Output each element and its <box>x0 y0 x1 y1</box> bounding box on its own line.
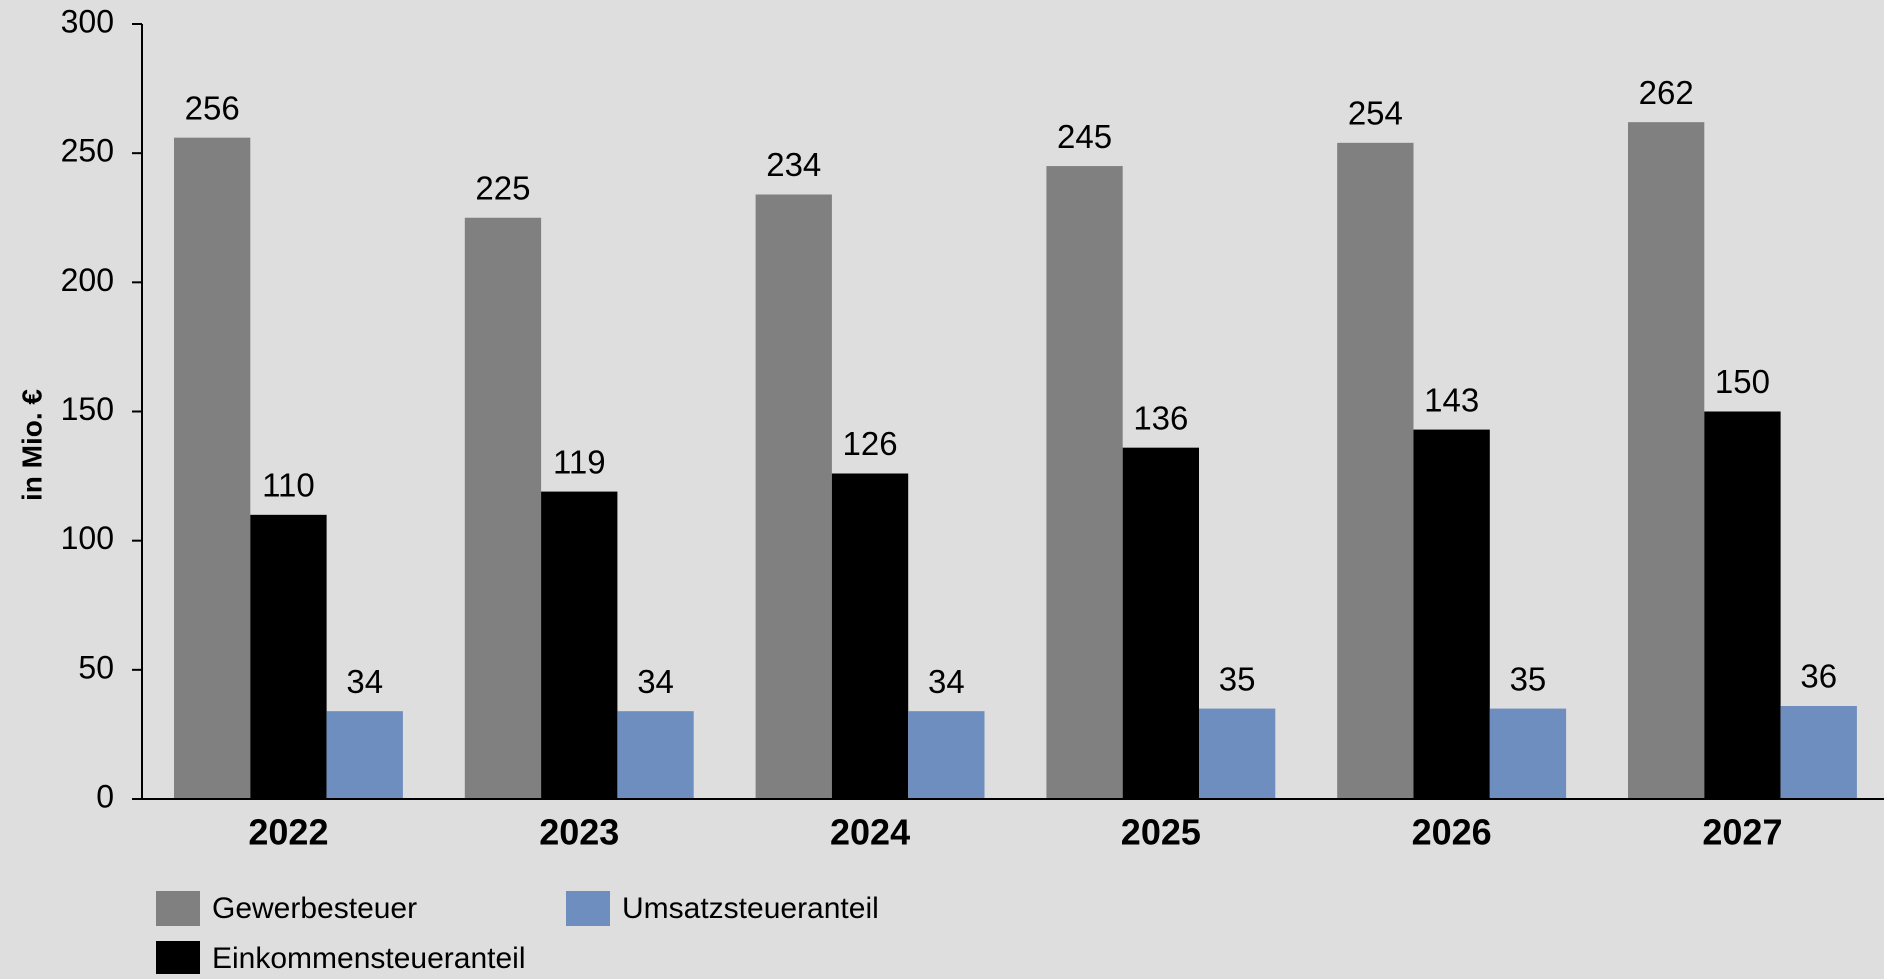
data-label: 34 <box>637 663 674 700</box>
data-label: 143 <box>1424 381 1479 418</box>
bar <box>464 217 542 799</box>
legend-label: Einkommensteueranteil <box>212 942 526 974</box>
legend-label: Gewerbesteuer <box>212 892 417 925</box>
bar <box>908 711 985 799</box>
y-tick-label: 100 <box>61 520 114 556</box>
legend-swatch <box>156 941 200 976</box>
legend-swatch <box>156 891 200 926</box>
bar <box>1413 429 1490 799</box>
data-label: 35 <box>1510 660 1547 697</box>
bar <box>541 491 618 799</box>
y-tick-label: 50 <box>78 649 114 685</box>
bar <box>1337 142 1414 800</box>
data-label: 150 <box>1715 363 1770 400</box>
y-tick-label: 250 <box>61 133 114 169</box>
x-tick-label: 2027 <box>1702 812 1782 853</box>
bar <box>1199 708 1276 799</box>
bar <box>250 514 327 799</box>
bar <box>1628 122 1705 799</box>
data-label: 262 <box>1639 74 1694 111</box>
x-tick-label: 2022 <box>248 812 328 853</box>
bar <box>1704 411 1781 799</box>
bar <box>1046 166 1123 800</box>
data-label: 136 <box>1133 399 1188 436</box>
bar <box>1122 447 1199 799</box>
data-label: 256 <box>185 89 240 126</box>
bar <box>755 194 832 799</box>
data-label: 34 <box>928 663 965 700</box>
y-tick-label: 150 <box>61 391 114 427</box>
data-label: 110 <box>262 467 315 504</box>
y-tick-label: 200 <box>61 262 114 298</box>
data-label: 225 <box>475 169 530 206</box>
bar <box>1780 706 1857 799</box>
data-label: 126 <box>843 425 898 462</box>
bar <box>174 137 251 799</box>
legend-swatch <box>566 891 610 926</box>
data-label: 234 <box>766 146 821 183</box>
y-tick-label: 0 <box>96 778 114 814</box>
bar <box>831 473 909 799</box>
data-label: 35 <box>1219 660 1256 697</box>
x-tick-label: 2025 <box>1121 812 1201 853</box>
data-label: 34 <box>346 663 383 700</box>
y-axis-label: in Mio. € <box>16 389 47 501</box>
x-tick-label: 2023 <box>539 812 619 853</box>
data-label: 36 <box>1800 658 1837 695</box>
y-tick-label: 300 <box>61 3 114 39</box>
data-label: 245 <box>1057 118 1112 155</box>
bar <box>326 711 403 799</box>
data-label: 119 <box>553 443 606 480</box>
x-tick-label: 2024 <box>830 812 910 853</box>
legend-label: Umsatzsteueranteil <box>622 892 879 925</box>
bar <box>1489 708 1567 799</box>
x-tick-label: 2026 <box>1412 812 1492 853</box>
bar <box>617 711 694 799</box>
data-label: 254 <box>1348 95 1403 132</box>
